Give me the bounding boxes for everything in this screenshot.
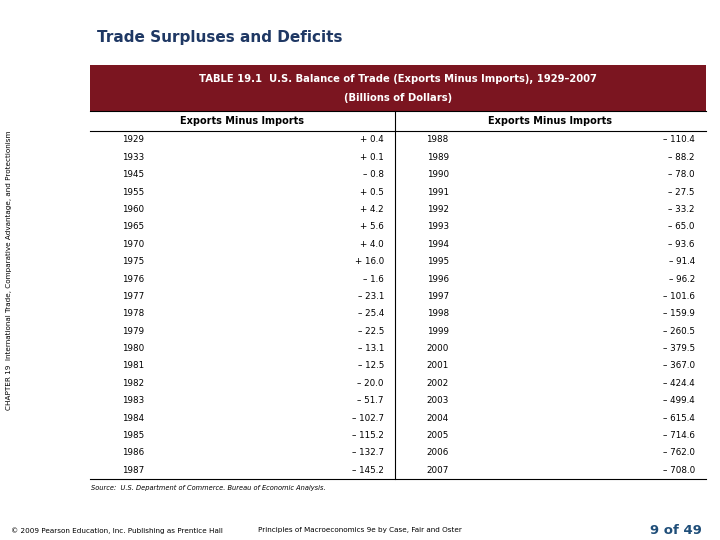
Text: 1975: 1975 (122, 257, 144, 266)
Text: – 159.9: – 159.9 (663, 309, 695, 318)
Text: 1970: 1970 (122, 240, 144, 249)
Text: © 2009 Pearson Education, Inc. Publishing as Prentice Hall: © 2009 Pearson Education, Inc. Publishin… (11, 527, 222, 534)
Text: 1985: 1985 (122, 431, 144, 440)
Text: 1996: 1996 (427, 274, 449, 284)
Text: 1989: 1989 (426, 153, 449, 162)
Text: 1980: 1980 (122, 344, 144, 353)
Text: – 132.7: – 132.7 (352, 448, 384, 457)
Text: 1955: 1955 (122, 187, 144, 197)
Text: – 20.0: – 20.0 (357, 379, 384, 388)
Text: – 145.2: – 145.2 (352, 466, 384, 475)
Text: – 102.7: – 102.7 (352, 414, 384, 423)
Text: 9 of 49: 9 of 49 (650, 524, 702, 537)
Text: 1984: 1984 (122, 414, 144, 423)
Text: – 13.1: – 13.1 (358, 344, 384, 353)
Text: + 0.5: + 0.5 (360, 187, 384, 197)
Text: – 12.5: – 12.5 (358, 361, 384, 370)
Text: 1999: 1999 (427, 327, 449, 336)
Text: CHAPTER 19  International Trade, Comparative Advantage, and Protectionism: CHAPTER 19 International Trade, Comparat… (6, 130, 12, 410)
Text: 1933: 1933 (122, 153, 144, 162)
Text: – 101.6: – 101.6 (663, 292, 695, 301)
Text: 1983: 1983 (122, 396, 144, 405)
Text: 2007: 2007 (426, 466, 449, 475)
Text: – 1.6: – 1.6 (363, 274, 384, 284)
Text: 1945: 1945 (122, 170, 144, 179)
Text: 2005: 2005 (426, 431, 449, 440)
Text: – 93.6: – 93.6 (668, 240, 695, 249)
Text: 1960: 1960 (122, 205, 144, 214)
Text: 1987: 1987 (122, 466, 144, 475)
Text: 1981: 1981 (122, 361, 144, 370)
Text: 1978: 1978 (122, 309, 144, 318)
Text: 2002: 2002 (426, 379, 449, 388)
Text: – 260.5: – 260.5 (663, 327, 695, 336)
Text: Principles of Macroeconomics 9e by Case, Fair and Oster: Principles of Macroeconomics 9e by Case,… (258, 527, 462, 534)
Text: – 91.4: – 91.4 (669, 257, 695, 266)
Text: – 367.0: – 367.0 (662, 361, 695, 370)
Text: 1988: 1988 (426, 136, 449, 144)
Text: 1997: 1997 (426, 292, 449, 301)
Text: – 96.2: – 96.2 (669, 274, 695, 284)
Text: – 88.2: – 88.2 (668, 153, 695, 162)
Text: + 16.0: + 16.0 (355, 257, 384, 266)
Text: – 615.4: – 615.4 (663, 414, 695, 423)
Text: Source:  U.S. Department of Commerce. Bureau of Economic Analysis.: Source: U.S. Department of Commerce. Bur… (91, 484, 326, 491)
Text: 1977: 1977 (122, 292, 144, 301)
Text: Exports Minus Imports: Exports Minus Imports (488, 116, 612, 126)
Text: 2000: 2000 (426, 344, 449, 353)
Text: Trade Surpluses and Deficits: Trade Surpluses and Deficits (97, 30, 343, 45)
Text: + 4.2: + 4.2 (360, 205, 384, 214)
Text: (Billions of Dollars): (Billions of Dollars) (343, 93, 452, 103)
Text: 1986: 1986 (122, 448, 144, 457)
Text: – 78.0: – 78.0 (668, 170, 695, 179)
Text: – 115.2: – 115.2 (352, 431, 384, 440)
Text: – 65.0: – 65.0 (668, 222, 695, 231)
Text: – 25.4: – 25.4 (358, 309, 384, 318)
Text: – 424.4: – 424.4 (663, 379, 695, 388)
Text: 2001: 2001 (426, 361, 449, 370)
Text: – 499.4: – 499.4 (663, 396, 695, 405)
Text: TABLE 19.1  U.S. Balance of Trade (Exports Minus Imports), 1929–2007: TABLE 19.1 U.S. Balance of Trade (Export… (199, 75, 597, 84)
Text: 1982: 1982 (122, 379, 144, 388)
Text: – 110.4: – 110.4 (663, 136, 695, 144)
Text: + 5.6: + 5.6 (360, 222, 384, 231)
Text: 2006: 2006 (426, 448, 449, 457)
Text: 1992: 1992 (427, 205, 449, 214)
Text: – 33.2: – 33.2 (668, 205, 695, 214)
Text: – 379.5: – 379.5 (662, 344, 695, 353)
Text: + 0.4: + 0.4 (360, 136, 384, 144)
Text: – 27.5: – 27.5 (668, 187, 695, 197)
Text: – 762.0: – 762.0 (663, 448, 695, 457)
Text: + 0.1: + 0.1 (360, 153, 384, 162)
Text: 1990: 1990 (426, 170, 449, 179)
Text: 1976: 1976 (122, 274, 144, 284)
Text: 1998: 1998 (426, 309, 449, 318)
Text: 2003: 2003 (426, 396, 449, 405)
Text: – 51.7: – 51.7 (357, 396, 384, 405)
Text: 2004: 2004 (426, 414, 449, 423)
Text: – 708.0: – 708.0 (662, 466, 695, 475)
Text: 1929: 1929 (122, 136, 144, 144)
Text: 1991: 1991 (427, 187, 449, 197)
Text: 1979: 1979 (122, 327, 144, 336)
Text: – 0.8: – 0.8 (363, 170, 384, 179)
Text: – 23.1: – 23.1 (358, 292, 384, 301)
Text: + 4.0: + 4.0 (360, 240, 384, 249)
Text: – 714.6: – 714.6 (663, 431, 695, 440)
Text: 1993: 1993 (426, 222, 449, 231)
Text: 1994: 1994 (427, 240, 449, 249)
Text: 1995: 1995 (426, 257, 449, 266)
Text: – 22.5: – 22.5 (358, 327, 384, 336)
Text: 1965: 1965 (122, 222, 144, 231)
Text: Exports Minus Imports: Exports Minus Imports (181, 116, 305, 126)
